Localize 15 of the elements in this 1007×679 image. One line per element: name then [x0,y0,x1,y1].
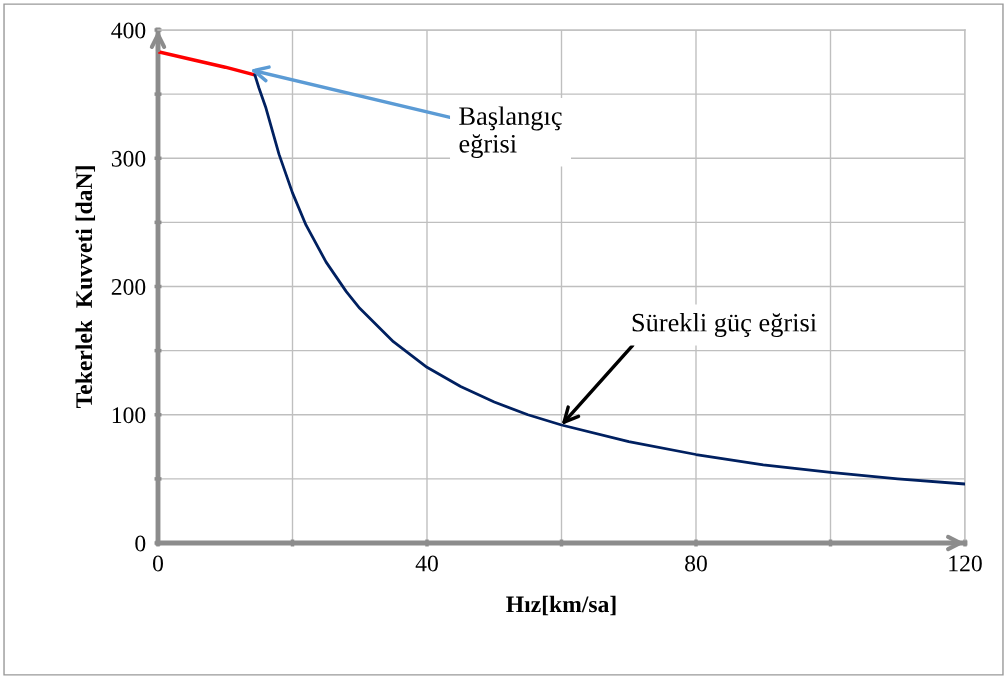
y-tick-label: 400 [111,22,146,39]
line-series [158,50,257,77]
y-tick-label: 100 [112,407,146,424]
x-tick-label: 80 [685,555,707,572]
line-series [253,73,965,486]
annotation: Sürekli güç eğrisi [632,313,817,338]
x-tick-label: 40 [415,555,438,572]
x-tick-label: 120 [949,555,982,572]
y-tick-label: 300 [111,150,146,167]
x-axis-title: Hız[km/sa] [506,595,616,616]
y-tick-label: 200 [111,278,146,295]
x-tick-label: 0 [153,555,163,572]
annotation: Başlangıç eğrisi [459,106,562,159]
y-tick-label: 0 [135,535,146,552]
y-axis-title: Tekerlek Kuvveti [daN] [75,166,96,409]
